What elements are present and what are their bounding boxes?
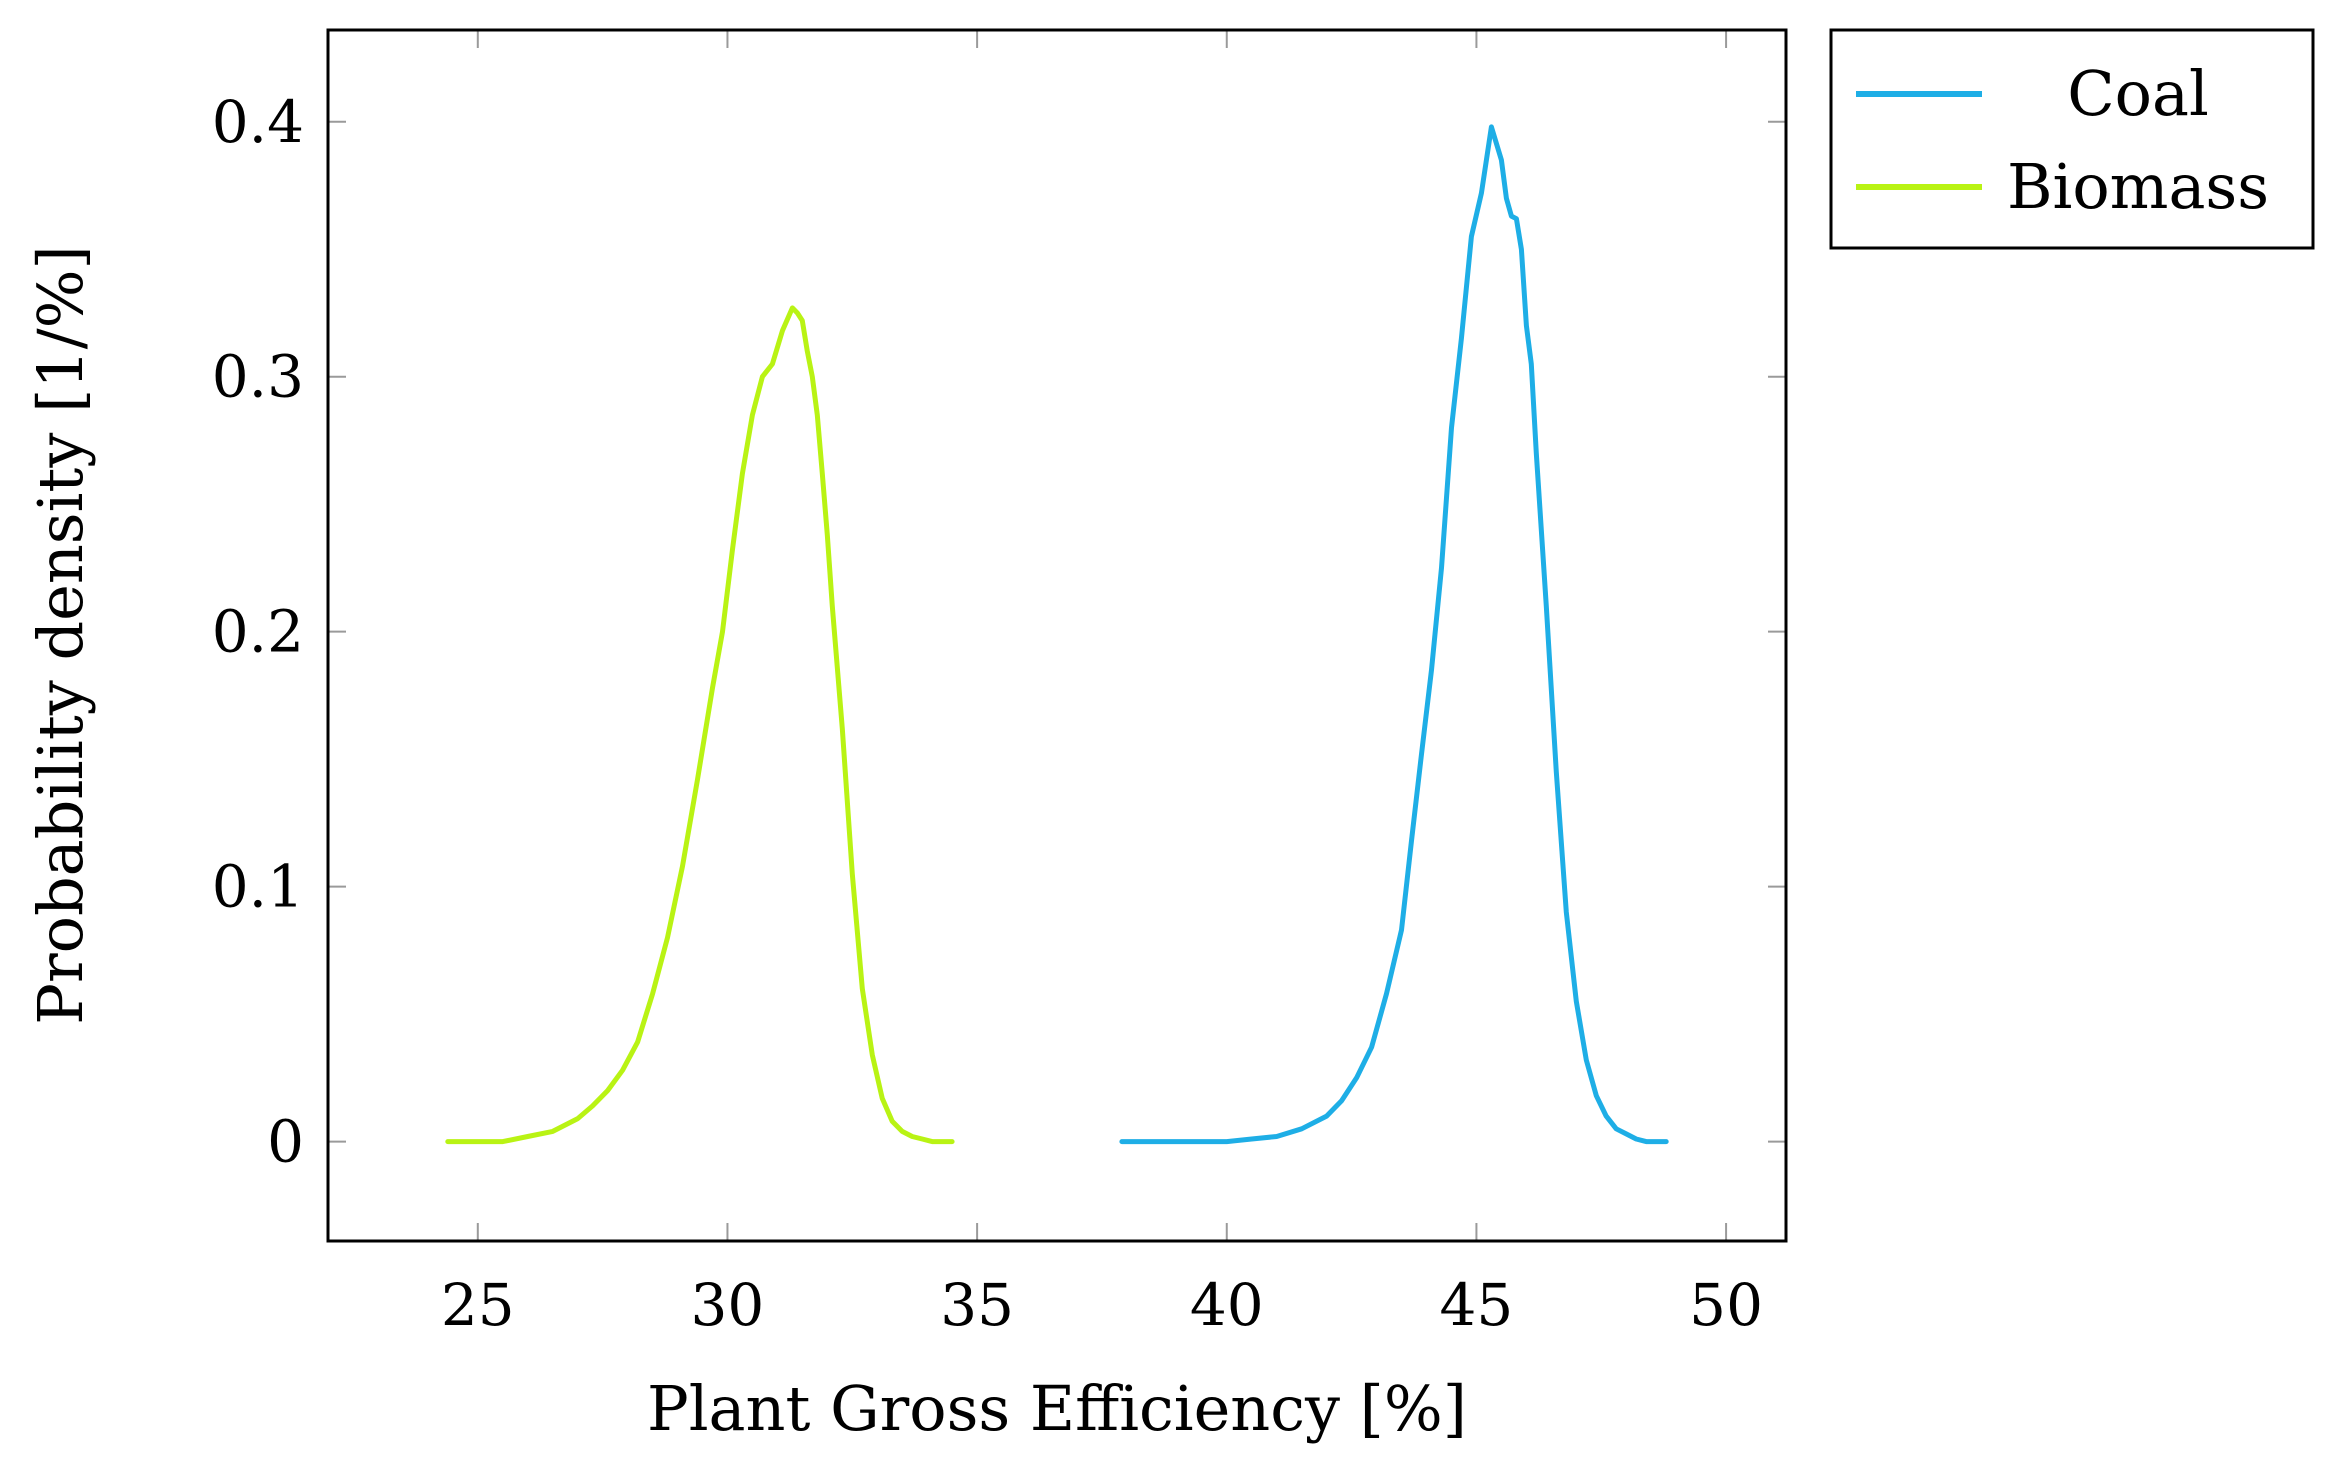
x-tick-label: 50	[1689, 1271, 1763, 1339]
x-tick-label: 25	[441, 1271, 515, 1339]
series-line-coal	[1119, 124, 1669, 1145]
y-axis-label: Probability density [1/%]	[24, 245, 97, 1024]
y-tick-label: 0.1	[212, 853, 304, 921]
legend: Coal Biomass	[1829, 28, 2315, 250]
legend-label-biomass: Biomass	[2007, 150, 2269, 223]
series-lines	[445, 124, 1669, 1145]
x-tick-label: 45	[1440, 1271, 1514, 1339]
plot-frame	[326, 28, 1788, 1243]
y-tick-label: 0.2	[212, 598, 304, 666]
series-line-biomass	[445, 305, 955, 1145]
legend-box	[1829, 28, 2315, 250]
axis-ticks	[328, 30, 1786, 1241]
legend-label-coal: Coal	[2067, 57, 2209, 130]
x-tick-labels: 25 30 35 40 45 50	[441, 1271, 1763, 1339]
y-tick-label: 0.3	[212, 343, 304, 411]
y-tick-labels: 0 0.1 0.2 0.3 0.4	[212, 88, 304, 1176]
x-tick-label: 30	[691, 1271, 765, 1339]
x-axis-label: Plant Gross Efficiency [%]	[647, 1372, 1467, 1445]
x-tick-label: 40	[1190, 1271, 1264, 1339]
y-tick-label: 0.4	[212, 88, 304, 156]
y-tick-label: 0	[267, 1108, 304, 1176]
x-tick-label: 35	[940, 1271, 1014, 1339]
